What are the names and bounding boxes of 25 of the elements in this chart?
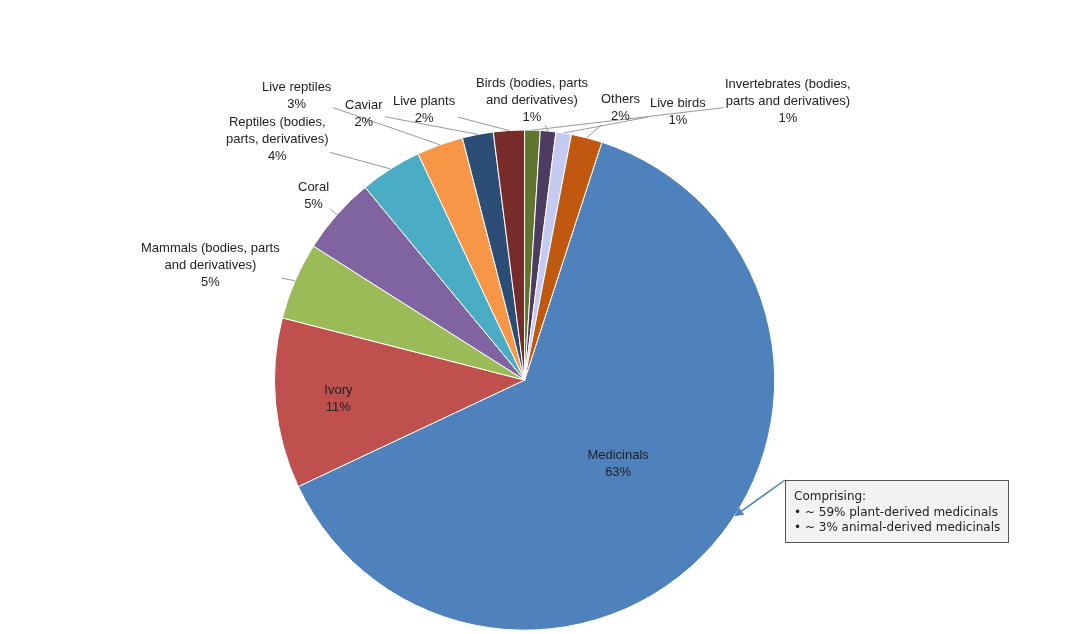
data-label: 63% (605, 463, 632, 479)
slice-label: Live reptiles (262, 79, 332, 94)
data-label: 3% (287, 95, 307, 111)
slice-label: Others (601, 91, 641, 106)
data-label: 2% (354, 113, 374, 129)
slice-label: Mammals (bodies, parts and derivatives) (141, 240, 281, 272)
data-label: 4% (267, 147, 288, 163)
slice-label: Live birds (650, 95, 707, 110)
data-label: 1% (522, 108, 542, 124)
data-label: 1% (778, 109, 798, 125)
data-label: 5% (200, 273, 221, 289)
data-label: 2% (414, 109, 434, 125)
slice-label: Ivory (324, 381, 353, 397)
slice-label: Birds (bodies, parts and derivatives) (476, 75, 589, 107)
data-label: 2% (611, 107, 631, 123)
slice-label: Coral (298, 179, 330, 194)
slice-label: Reptiles (bodies, parts, derivatives) (226, 114, 329, 146)
data-label: 5% (304, 195, 324, 211)
slice-label: Caviar (345, 97, 384, 112)
slice-label: Medicinals (587, 446, 650, 462)
slice-label: Live plants (393, 93, 456, 108)
slice-label: Invertebrates (bodies, parts and derivatives) (725, 76, 851, 108)
data-label: 1% (668, 111, 688, 127)
data-label: 11% (325, 398, 352, 414)
text: Comprising: • ~ 59% plant-derived medicinals • ~ 3% animal-derived medicinals (794, 489, 1001, 535)
